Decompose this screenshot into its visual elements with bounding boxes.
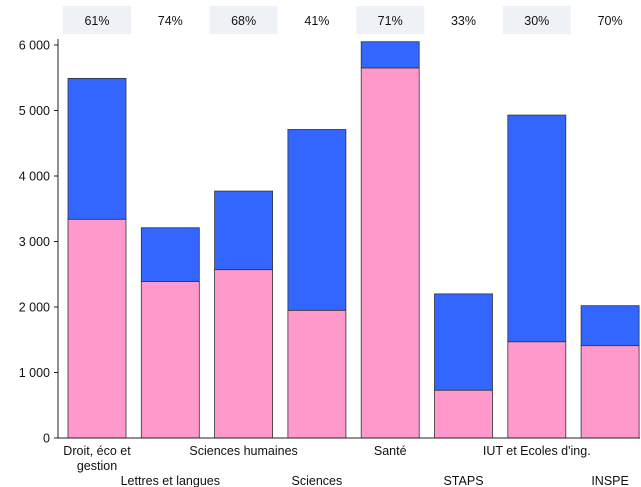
x-category-label: STAPS [443, 474, 483, 487]
percent-band [356, 6, 425, 34]
y-tick-label: 6 000 [19, 39, 50, 53]
bar-segment-lower [67, 218, 127, 439]
bar-segment-upper [580, 305, 640, 347]
axes [57, 39, 640, 439]
percent-label: 74% [158, 14, 183, 28]
percent-label: 70% [598, 14, 623, 28]
bar-segment-upper [507, 114, 567, 343]
percent-label: 41% [304, 14, 329, 28]
bar-segment-lower [287, 309, 347, 439]
bar-segment-upper [434, 293, 493, 391]
bar-segment-lower [140, 281, 200, 439]
y-tick-label: 4 000 [19, 170, 50, 184]
bar-segment-lower [507, 341, 567, 439]
bar-segment-upper [67, 78, 127, 220]
x-category-label: INSPE [591, 474, 629, 487]
bar-segment-upper [140, 227, 200, 282]
percent-band [63, 6, 131, 34]
y-tick-label: 2 000 [19, 301, 50, 315]
percent-band [502, 6, 571, 34]
bar-segment-upper [287, 129, 347, 311]
percent-bands [63, 6, 571, 34]
percent-label: 61% [84, 14, 109, 28]
x-category-label: IUT et Ecoles d'ing. [483, 444, 591, 458]
percent-label: 71% [378, 14, 403, 28]
bar-segment-lower [214, 269, 274, 439]
y-tick-label: 1 000 [19, 366, 50, 380]
bar-segment-lower [580, 345, 640, 439]
x-category-label: Sciences [292, 474, 343, 487]
y-tick-labels: 0 1 000 2 000 3 000 4 000 5 000 6 000 [19, 39, 58, 446]
percent-label: 33% [451, 14, 476, 28]
y-tick-label: 0 [43, 432, 50, 446]
bar-segment-upper [360, 41, 420, 69]
percent-label: 68% [231, 14, 256, 28]
percent-label: 30% [524, 14, 549, 28]
y-tick-label: 5 000 [19, 104, 50, 118]
bar-segment-upper [214, 190, 274, 271]
bars [67, 41, 640, 439]
x-category-label: Droit, éco et gestion [63, 444, 131, 473]
percent-labels: 61% 74% 68% 41% 71% 33% 30% 70% [84, 14, 622, 28]
percent-band [209, 6, 278, 34]
x-category-label: Sciences humaines [189, 444, 297, 458]
x-category-label: Lettres et langues [121, 474, 220, 487]
y-tick-label: 3 000 [19, 235, 50, 249]
bar-segment-lower [434, 389, 493, 439]
bar-segment-lower [360, 67, 420, 439]
x-category-label: Santé [374, 444, 407, 458]
